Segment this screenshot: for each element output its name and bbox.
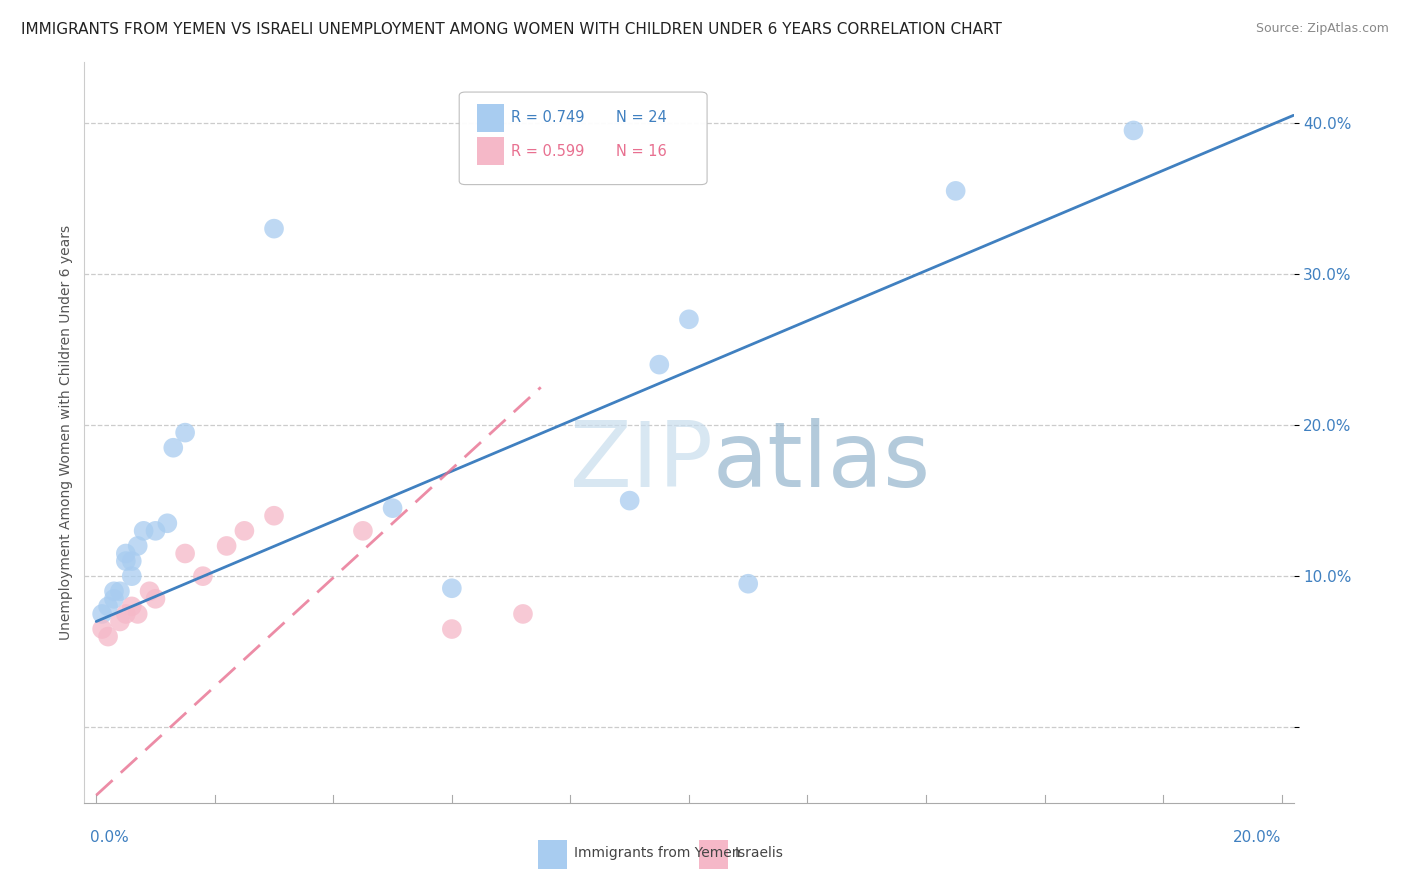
Point [138, 584, 160, 599]
FancyBboxPatch shape [478, 137, 503, 165]
Y-axis label: Unemployment Among Women with Children Under 6 years: Unemployment Among Women with Children U… [59, 225, 73, 640]
Point [619, 493, 641, 508]
Point [156, 516, 179, 531]
Point [115, 607, 138, 621]
Point [648, 358, 671, 372]
Point [132, 524, 155, 538]
Point [97, 630, 120, 644]
Point [145, 591, 167, 606]
Point [121, 554, 143, 568]
Point [108, 584, 131, 599]
Point [737, 576, 759, 591]
Point [108, 615, 131, 629]
Point [103, 591, 125, 606]
Text: Immigrants from Yemen: Immigrants from Yemen [574, 847, 741, 860]
Point [174, 425, 197, 440]
Point [1122, 123, 1144, 137]
Point [121, 599, 143, 614]
Point [115, 547, 138, 561]
Point [945, 184, 967, 198]
Point [381, 501, 404, 516]
Point [263, 221, 285, 235]
FancyBboxPatch shape [460, 92, 707, 185]
Text: 0.0%: 0.0% [90, 830, 129, 845]
Text: Israelis: Israelis [735, 847, 783, 860]
Text: R = 0.599: R = 0.599 [512, 144, 585, 159]
Text: 20.0%: 20.0% [1233, 830, 1282, 845]
Point [91, 622, 114, 636]
FancyBboxPatch shape [699, 840, 728, 870]
Point [440, 581, 463, 595]
Text: Source: ZipAtlas.com: Source: ZipAtlas.com [1256, 22, 1389, 36]
Point [512, 607, 534, 621]
Point [121, 569, 143, 583]
Point [127, 607, 149, 621]
Text: N = 24: N = 24 [616, 111, 668, 126]
Point [191, 569, 214, 583]
Text: N = 16: N = 16 [616, 144, 666, 159]
Point [91, 607, 114, 621]
Point [263, 508, 285, 523]
Point [352, 524, 374, 538]
Point [440, 622, 463, 636]
Point [233, 524, 256, 538]
Point [215, 539, 238, 553]
Text: atlas: atlas [713, 418, 931, 507]
Text: R = 0.749: R = 0.749 [512, 111, 585, 126]
Point [145, 524, 167, 538]
Text: IMMIGRANTS FROM YEMEN VS ISRAELI UNEMPLOYMENT AMONG WOMEN WITH CHILDREN UNDER 6 : IMMIGRANTS FROM YEMEN VS ISRAELI UNEMPLO… [21, 22, 1002, 37]
Point [174, 547, 197, 561]
Point [103, 584, 125, 599]
Point [97, 599, 120, 614]
Point [162, 441, 184, 455]
Text: ZIP: ZIP [571, 418, 713, 507]
FancyBboxPatch shape [538, 840, 567, 870]
Point [115, 554, 138, 568]
FancyBboxPatch shape [478, 103, 503, 132]
Point [127, 539, 149, 553]
Point [678, 312, 700, 326]
